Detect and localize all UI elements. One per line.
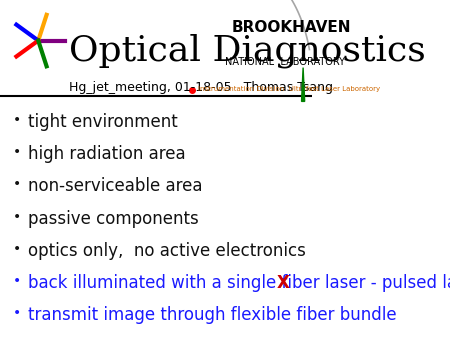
- Text: back illuminated with a single fiber laser - pulsed laser: back illuminated with a single fiber las…: [28, 274, 450, 292]
- Text: NATIONAL  LABORATORY: NATIONAL LABORATORY: [225, 57, 345, 68]
- Polygon shape: [302, 68, 305, 101]
- Text: •: •: [13, 177, 21, 191]
- Text: transmit image through flexible fiber bundle: transmit image through flexible fiber bu…: [28, 306, 397, 324]
- Text: BROOKHAVEN: BROOKHAVEN: [231, 20, 351, 35]
- Text: •: •: [13, 306, 21, 320]
- Text: •: •: [13, 210, 21, 223]
- Text: Hg_jet_meeting, 01-18-05   Thomas Tsang: Hg_jet_meeting, 01-18-05 Thomas Tsang: [69, 81, 333, 94]
- Text: Instrumentation Division  Ultrafast Laser Laboratory: Instrumentation Division Ultrafast Laser…: [198, 86, 381, 92]
- Text: •: •: [13, 242, 21, 256]
- Text: non-serviceable area: non-serviceable area: [28, 177, 202, 195]
- Text: Optical Diagnostics: Optical Diagnostics: [69, 34, 426, 68]
- Text: tight environment: tight environment: [28, 113, 178, 131]
- Text: optics only,  no active electronics: optics only, no active electronics: [28, 242, 306, 260]
- Text: •: •: [13, 274, 21, 288]
- Text: passive components: passive components: [28, 210, 199, 227]
- Text: X: X: [277, 274, 289, 292]
- Text: •: •: [13, 145, 21, 159]
- Text: high radiation area: high radiation area: [28, 145, 186, 163]
- Text: •: •: [13, 113, 21, 127]
